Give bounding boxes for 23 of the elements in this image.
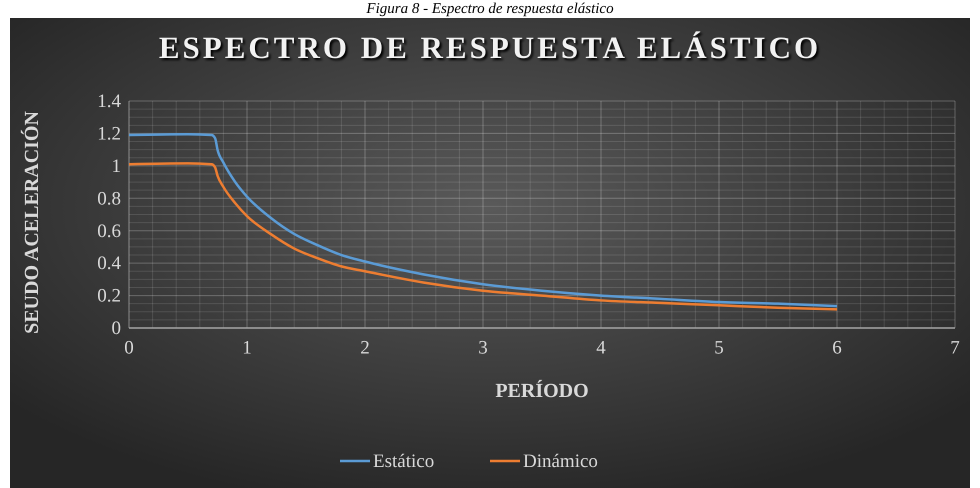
y-tick-label: 0.4 xyxy=(97,253,122,274)
legend-label: Estático xyxy=(373,451,434,472)
y-tick-label: 1 xyxy=(112,156,121,177)
y-tick-label: 0.2 xyxy=(97,286,121,307)
x-tick-label: 3 xyxy=(478,337,488,358)
x-tick-label: 6 xyxy=(832,337,842,358)
y-tick-label: 0.8 xyxy=(97,188,121,210)
x-tick-label: 1 xyxy=(242,337,252,358)
legend-label: Dinámico xyxy=(523,451,598,472)
y-axis-title: SEUDO ACELERACIÓN xyxy=(20,110,43,334)
y-tick-label: 1.2 xyxy=(97,124,121,145)
text: Figura 8 - Espectro de respuesta elástico xyxy=(365,1,614,17)
chart-title: ESPECTRO DE RESPUESTA ELÁSTICO xyxy=(158,30,822,65)
y-tick-label: 0 xyxy=(112,318,121,340)
y-tick-label: 0.6 xyxy=(97,220,121,242)
x-axis-title: PERÍODO xyxy=(495,379,589,402)
x-tick-label: 2 xyxy=(360,337,370,358)
x-tick-label: 5 xyxy=(714,337,724,358)
line-series xyxy=(128,132,838,308)
x-tick-label: 7 xyxy=(950,337,960,358)
y-tick-label: 1.4 xyxy=(97,91,122,112)
x-tick-label: 4 xyxy=(596,337,606,358)
line-series xyxy=(128,162,838,311)
